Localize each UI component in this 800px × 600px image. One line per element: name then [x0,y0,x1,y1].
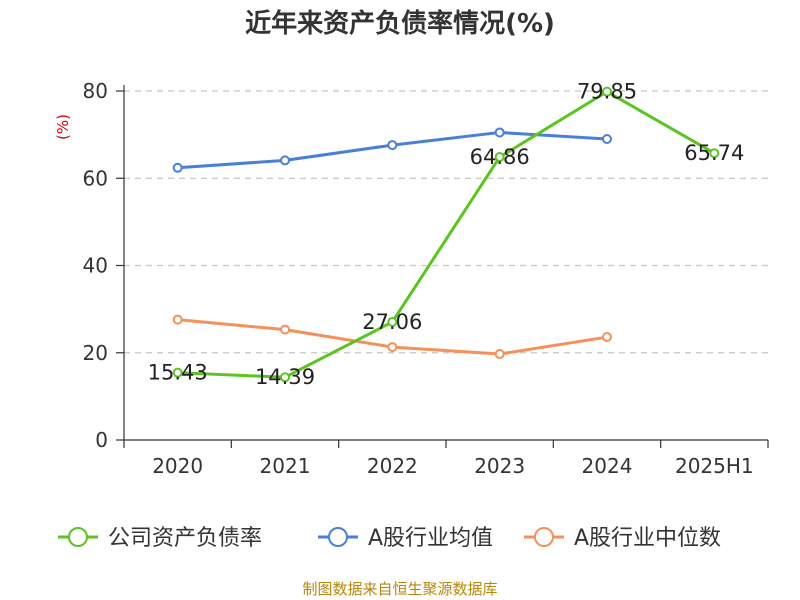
data-point [172,314,183,325]
data-point [280,155,290,166]
series-lines [172,86,720,383]
data-point [494,152,505,163]
legend-swatch-marker [328,527,348,547]
legend-label: 公司资产负债率 [108,526,262,551]
data-point [172,367,183,378]
x-tick-label: 2022 [367,454,418,478]
data-point [387,140,398,151]
y-tick-label: 60 [83,166,108,190]
data-labels: 15.43 14.39 27.06 64.86 79.85 65.74 [148,80,745,390]
y-tick-label: 80 [83,79,108,103]
chart-title: 近年来资产负债率情况(%) [245,8,555,39]
data-point [172,162,183,173]
legend-label: A股行业中位数 [574,526,721,551]
data-label: 79.85 [577,80,637,104]
data-point [602,133,612,144]
data-point [602,332,612,343]
y-tick-label: 40 [83,254,108,278]
data-point [280,372,290,383]
data-label: 64.86 [470,145,530,169]
x-tick-label: 2025H1 [675,454,754,478]
legend-swatch-marker [68,527,88,547]
series-line-1 [177,130,608,170]
series-line-0 [177,90,716,379]
x-tick-label: 2023 [474,454,525,478]
data-point [280,324,290,335]
legend: 公司资产负债率 A股行业均值 A股行业中位数 [58,526,721,551]
x-tick-label: 2020 [152,454,203,478]
data-label: 15.43 [148,361,208,385]
data-label: 27.06 [362,310,422,334]
data-point [387,316,398,327]
y-tick-label: 20 [83,341,108,365]
data-label: 14.39 [255,365,315,389]
data-label: 65.74 [684,141,744,165]
axes: 0 20 40 60 80 2020 2021 2022 2023 2024 2025H1 [83,79,769,478]
data-point [494,349,505,360]
x-tick-label: 2024 [582,454,633,478]
data-point [602,86,612,97]
legend-swatch-marker [534,527,554,547]
source-note: 制图数据来自恒生聚源数据库 [302,580,497,598]
x-tick-label: 2021 [260,454,311,478]
legend-label: A股行业均值 [368,526,493,551]
y-axis-label: (%) [54,114,72,140]
grid-lines [124,90,768,354]
data-point [494,127,505,138]
data-point [709,148,720,159]
data-point [387,342,398,353]
y-tick-label: 0 [95,428,108,452]
